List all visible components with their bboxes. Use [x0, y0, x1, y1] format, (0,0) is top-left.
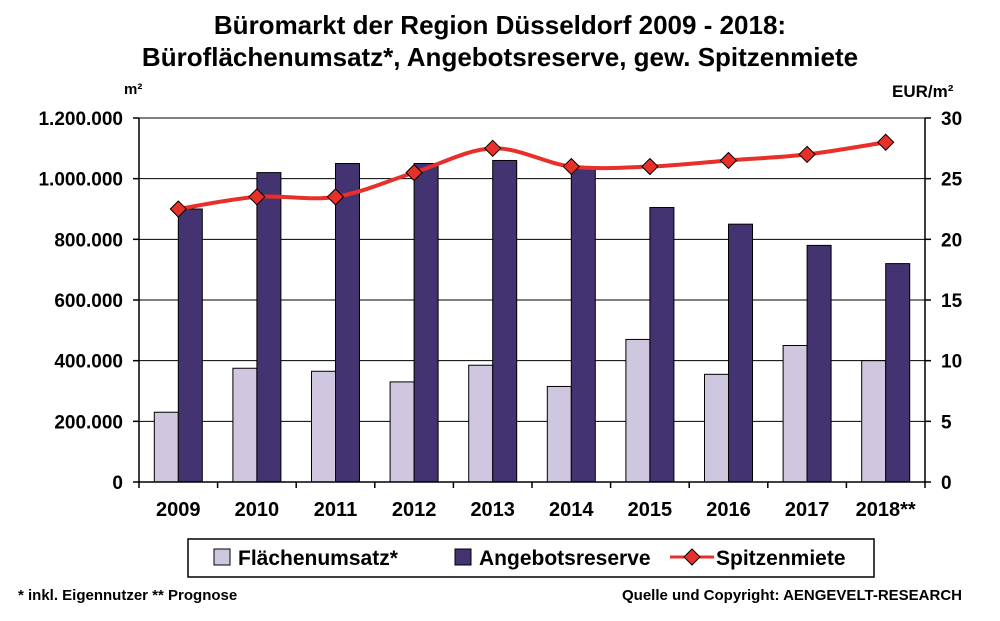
bar-angebotsreserve-2017 — [806, 244, 832, 483]
point-spitzenmiete-2009 — [169, 200, 188, 218]
footnote-left: * inkl. Eigennutzer ** Prognose — [18, 587, 237, 604]
bar-flaechenumsatz-2017 — [782, 345, 808, 483]
y-axis-left-label: m² — [124, 81, 142, 98]
point-spitzenmiete-2017 — [798, 145, 816, 164]
x-tick-label-2011: 2011 — [314, 499, 357, 521]
y-axis-left-ticks: 0 200.000 400.000 600.000 800.000 1.000.000 1.… — [38, 109, 139, 494]
x-tick-label-2013: 2013 — [470, 499, 515, 521]
point-spitzenmiete-2015 — [641, 157, 659, 176]
bar-angebotsreserve-2010 — [256, 172, 282, 483]
y-right-tick-label-10: 10 — [941, 352, 962, 373]
legend-label-flaechenumsatz: Flächenumsatz* — [238, 547, 399, 570]
y-axis-right-label: EUR/m² — [892, 82, 954, 101]
y-right-tick-label-25: 25 — [941, 170, 963, 191]
y-right-tick-label-15: 15 — [941, 291, 963, 312]
legend-box — [187, 538, 875, 578]
point-spitzenmiete-2010 — [248, 188, 266, 206]
x-axis-ticks: 2009 2010 2011 2012 2013 2014 2015 2016 2017 2018… — [138, 482, 926, 521]
point-spitzenmiete-2014 — [562, 157, 581, 176]
bar-flaechenumsatz-2010 — [232, 367, 258, 483]
bar-angebotsreserve-2012 — [413, 163, 439, 483]
footnote-right: Quelle und Copyright: AENGEVELT-RESEARCH — [622, 587, 962, 604]
legend-label-angebotsreserve: Angebotsreserve — [479, 547, 651, 570]
spitzenmiete-curve — [177, 140, 887, 211]
spitzenmiete-line — [169, 133, 895, 218]
legend-swatch-flaechenumsatz — [213, 548, 231, 566]
legend: Flächenumsatz* Angebotsreserve Spitzenmi… — [187, 538, 875, 578]
chart-title-line2: Büroflächenumsatz*, Angebotsreserve, gew… — [142, 42, 858, 72]
bar-angebotsreserve-2016 — [728, 223, 753, 483]
x-tick-label-2012: 2012 — [392, 499, 437, 521]
bar-flaechenumsatz-2015 — [625, 338, 651, 483]
x-tick-label-2018**: 2018** — [856, 499, 916, 521]
x-tick-label-2017: 2017 — [785, 499, 830, 521]
y-left-tick-label-800.000: 800.000 — [54, 230, 123, 251]
point-spitzenmiete-2013 — [483, 139, 502, 158]
bars — [153, 159, 911, 483]
legend-swatch-spitzenmiete-marker — [683, 548, 701, 566]
y-right-tick-label-0: 0 — [941, 473, 952, 494]
x-tick-label-2010: 2010 — [235, 499, 280, 521]
bar-flaechenumsatz-2014 — [546, 385, 572, 483]
bar-angebotsreserve-2018** — [885, 263, 911, 483]
bar-flaechenumsatz-2018** — [861, 360, 887, 483]
bar-flaechenumsatz-2011 — [311, 370, 336, 483]
x-tick-label-2016: 2016 — [706, 499, 751, 521]
bar-angebotsreserve-2015 — [649, 206, 675, 483]
y-left-tick-label-200.000: 200.000 — [54, 412, 123, 433]
bar-flaechenumsatz-2009 — [153, 411, 179, 483]
y-right-tick-label-5: 5 — [941, 412, 952, 433]
y-left-tick-label-600.000: 600.000 — [54, 291, 123, 312]
bar-flaechenumsatz-2013 — [468, 364, 494, 483]
x-tick-label-2015: 2015 — [628, 499, 673, 521]
y-left-tick-label-1.200.000: 1.200.000 — [38, 109, 123, 130]
bar-flaechenumsatz-2012 — [389, 381, 415, 483]
y-left-tick-label-0: 0 — [112, 473, 123, 494]
y-axis-right-ticks: 0 5 10 15 20 25 30 — [925, 109, 963, 494]
legend-swatch-angebotsreserve — [454, 548, 472, 566]
y-right-tick-label-30: 30 — [941, 109, 962, 130]
x-tick-label-2009: 2009 — [156, 499, 201, 521]
x-tick-label-2014: 2014 — [549, 499, 594, 521]
point-spitzenmiete-2016 — [719, 151, 738, 170]
bar-flaechenumsatz-2016 — [704, 373, 729, 483]
bar-angebotsreserve-2011 — [335, 163, 360, 483]
point-spitzenmiete-2018** — [876, 133, 895, 151]
legend-label-spitzenmiete: Spitzenmiete — [716, 547, 846, 570]
y-right-tick-label-20: 20 — [941, 230, 962, 251]
y-left-tick-label-1.000.000: 1.000.000 — [38, 170, 123, 191]
bar-angebotsreserve-2013 — [492, 159, 518, 483]
point-spitzenmiete-2011 — [326, 188, 345, 206]
chart-title-line1: Büromarkt der Region Düsseldorf 2009 - 2… — [214, 10, 786, 40]
point-spitzenmiete-2012 — [405, 163, 423, 182]
bar-angebotsreserve-2014 — [570, 166, 596, 483]
bar-angebotsreserve-2009 — [177, 208, 203, 483]
y-left-tick-label-400.000: 400.000 — [54, 352, 123, 373]
